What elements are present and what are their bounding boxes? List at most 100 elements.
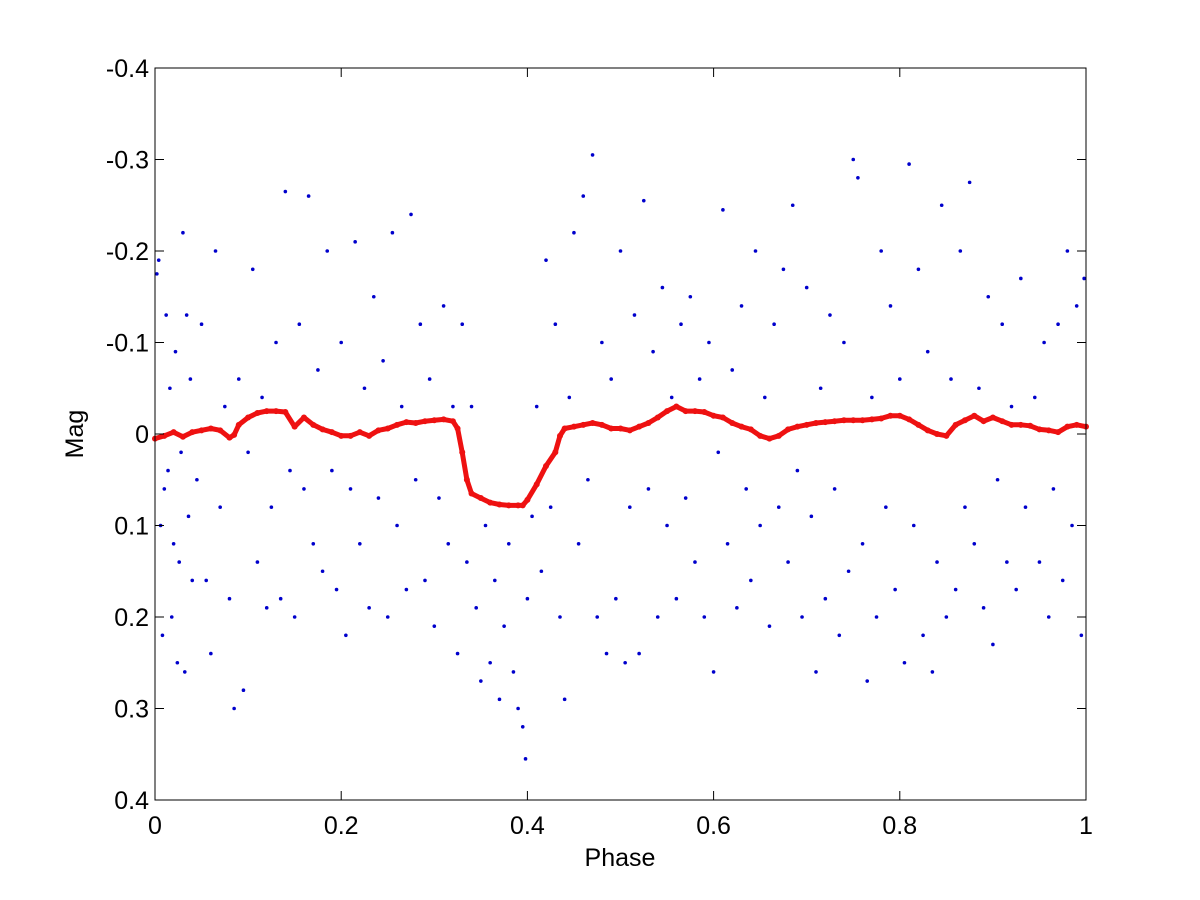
- data-point: [274, 340, 278, 345]
- data-point: [865, 679, 870, 683]
- data-point: [586, 477, 590, 482]
- data-point: [600, 340, 604, 345]
- data-point: [525, 596, 530, 601]
- data-point: [697, 377, 702, 381]
- data-point: [182, 670, 187, 674]
- data-point: [1023, 505, 1028, 510]
- data-point: [339, 340, 344, 345]
- y-tick-label: 0: [135, 421, 149, 449]
- data-point: [893, 587, 897, 592]
- data-point: [977, 386, 981, 391]
- data-point: [749, 578, 753, 583]
- data-point: [679, 322, 683, 327]
- data-point: [362, 386, 367, 391]
- data-point: [702, 615, 707, 619]
- data-point: [209, 651, 213, 656]
- data-point: [502, 624, 506, 628]
- data-point: [572, 230, 576, 235]
- data-point: [735, 606, 739, 610]
- data-point: [939, 203, 944, 208]
- data-point: [632, 313, 637, 317]
- data-point: [160, 633, 165, 638]
- data-point: [1009, 404, 1014, 409]
- data-point: [164, 313, 168, 317]
- data-point: [828, 313, 832, 317]
- data-point: [823, 596, 828, 601]
- data-point: [306, 194, 311, 198]
- data-point: [260, 395, 264, 400]
- data-point: [199, 322, 204, 327]
- data-point: [558, 615, 562, 619]
- data-point: [753, 249, 758, 253]
- data-point: [451, 404, 455, 409]
- data-point: [637, 651, 641, 656]
- data-point: [674, 596, 679, 601]
- data-point: [175, 660, 180, 665]
- y-tick-label: -0.4: [106, 55, 149, 83]
- data-point: [870, 395, 874, 400]
- data-point: [264, 606, 269, 610]
- data-point: [553, 322, 558, 327]
- data-point: [455, 651, 460, 656]
- data-point: [269, 505, 274, 510]
- data-point: [255, 560, 260, 564]
- y-tick-label: 0.2: [114, 604, 149, 632]
- data-point: [888, 304, 893, 308]
- data-point: [707, 340, 711, 345]
- data-point: [232, 706, 236, 711]
- data-point: [576, 542, 581, 546]
- data-point: [469, 404, 474, 409]
- x-axis-label: Phase: [585, 844, 656, 872]
- y-tick-label: -0.3: [106, 147, 149, 175]
- data-point: [548, 505, 553, 510]
- data-point: [465, 560, 469, 564]
- data-point: [413, 477, 418, 482]
- data-point: [1074, 304, 1079, 308]
- data-point: [316, 368, 320, 372]
- data-point: [730, 368, 735, 372]
- x-tick-label: 0.4: [510, 812, 545, 840]
- data-point: [423, 578, 427, 583]
- data-point: [744, 487, 748, 491]
- data-point: [879, 249, 883, 253]
- data-point: [544, 258, 548, 262]
- data-point: [646, 487, 651, 491]
- data-point: [614, 596, 618, 601]
- data-point: [278, 596, 283, 601]
- data-point: [539, 569, 544, 574]
- data-point: [963, 505, 967, 510]
- data-point: [302, 487, 306, 491]
- x-tick-label: 0: [148, 812, 162, 840]
- data-point: [479, 679, 483, 683]
- data-point: [320, 569, 325, 574]
- data-point: [395, 523, 399, 528]
- data-point: [376, 496, 381, 500]
- data-point: [1019, 276, 1023, 281]
- data-point: [763, 395, 767, 400]
- data-point: [241, 688, 246, 692]
- data-point: [860, 542, 865, 546]
- data-point: [856, 176, 860, 180]
- data-point: [590, 153, 595, 157]
- data-point: [795, 468, 800, 473]
- data-point: [218, 505, 222, 510]
- data-point: [181, 230, 185, 235]
- data-point: [250, 267, 255, 272]
- data-point: [1005, 560, 1009, 564]
- data-point: [809, 514, 814, 519]
- data-point: [781, 267, 786, 272]
- data-point: [223, 404, 227, 409]
- data-point: [623, 660, 627, 665]
- data-point: [432, 624, 437, 628]
- data-point: [169, 615, 174, 619]
- data-point: [916, 267, 921, 272]
- x-tick-label: 1: [1079, 812, 1093, 840]
- data-point: [986, 294, 991, 299]
- data-point: [227, 596, 232, 601]
- data-point: [460, 322, 465, 327]
- data-point: [353, 240, 357, 244]
- data-point: [493, 578, 497, 583]
- data-point: [958, 249, 963, 253]
- data-point: [390, 230, 395, 235]
- data-point: [874, 615, 879, 619]
